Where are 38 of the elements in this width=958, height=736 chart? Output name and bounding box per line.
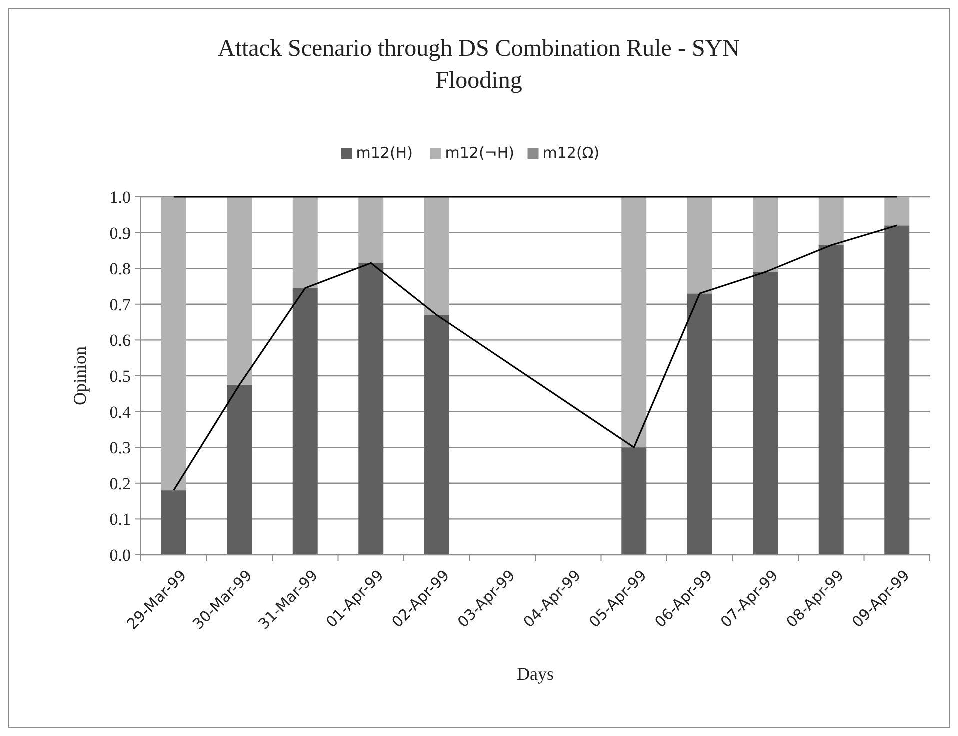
bar xyxy=(622,448,647,555)
bar xyxy=(424,197,450,316)
bar xyxy=(687,197,712,294)
x-axis-title: Days xyxy=(517,664,554,684)
bar xyxy=(687,294,712,555)
bar xyxy=(227,384,252,555)
legend-label: m12(¬H) xyxy=(445,144,515,162)
y-tick-label: 0.5 xyxy=(110,366,131,386)
bar xyxy=(884,197,910,226)
y-tick-label: 0.0 xyxy=(110,546,131,565)
bar xyxy=(424,315,450,555)
legend-label: m12(Ω) xyxy=(542,144,600,162)
line-series xyxy=(173,224,898,492)
y-tick-label: 0.6 xyxy=(110,331,131,350)
bar xyxy=(358,263,384,555)
bar xyxy=(161,490,186,555)
y-tick-label: 0.4 xyxy=(110,402,132,422)
bar xyxy=(884,226,910,555)
y-tick-label: 0.7 xyxy=(110,295,132,314)
bar xyxy=(292,197,318,288)
bar xyxy=(622,197,647,448)
y-tick-label: 0.2 xyxy=(110,474,131,494)
bar xyxy=(161,197,186,491)
legend-label: m12(H) xyxy=(356,144,413,162)
bar xyxy=(292,288,318,555)
bar xyxy=(818,197,844,246)
bar xyxy=(227,197,252,385)
bar xyxy=(358,197,384,264)
bar xyxy=(753,197,778,272)
y-tick-label: 1.0 xyxy=(110,188,131,207)
bar xyxy=(753,272,778,555)
y-tick-label: 0.9 xyxy=(110,224,131,243)
y-axis-title: Opinion xyxy=(70,346,90,406)
y-tick-label: 0.3 xyxy=(110,438,131,458)
chart-title: Attack Scenario through DS Combination Rule - SYN Flooding xyxy=(218,36,740,94)
y-tick-label: 0.8 xyxy=(110,260,131,279)
y-tick-label: 0.1 xyxy=(110,510,131,530)
bar xyxy=(818,245,844,555)
